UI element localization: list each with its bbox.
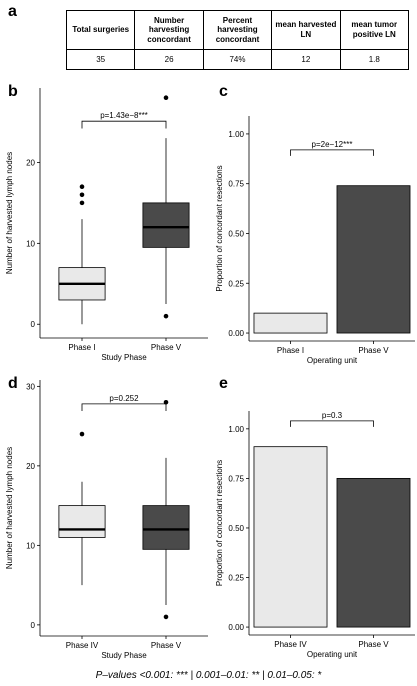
panel-letter-b: b: [8, 83, 18, 100]
y-tick-label: 0.75: [228, 180, 244, 189]
pvalue-annotation: p=0.3: [322, 411, 343, 420]
pvalue-annotation: p=1.43e−8***: [100, 111, 148, 120]
x-tick-label: Phase I: [277, 346, 304, 355]
y-tick-label: 20: [26, 158, 35, 167]
outlier-point: [163, 614, 169, 620]
outlier-point: [163, 95, 169, 101]
box-iqr: [58, 505, 106, 538]
y-tick-label: 10: [26, 541, 35, 550]
outlier-point: [79, 431, 85, 437]
x-tick-label: Phase V: [151, 641, 182, 650]
summary-value-cell: 1.8: [339, 49, 410, 70]
pvalue-legend: P–values <0.001: *** | 0.001–0.01: ** | …: [95, 670, 322, 681]
x-axis-title: Study Phase: [101, 353, 147, 362]
y-axis-title: Proportion of concordant resections: [215, 165, 224, 291]
y-tick-label: 30: [26, 382, 35, 391]
x-tick-label: Phase V: [358, 346, 389, 355]
bar: [336, 477, 411, 628]
y-axis-title: Number of harvested lymph nodes: [5, 447, 14, 569]
x-tick-label: Phase I: [68, 343, 95, 352]
y-tick-label: 0.00: [228, 329, 244, 338]
y-tick-label: 0.75: [228, 474, 244, 483]
outlier-point: [163, 399, 169, 405]
y-tick-label: 0.50: [228, 524, 244, 533]
pvalue-annotation: p=0.252: [109, 394, 139, 403]
bar: [253, 446, 328, 628]
x-axis-title: Operating unit: [307, 356, 358, 365]
boxplot-b: 0 10 20 Phase I Phase V Study Phase Number of …: [5, 88, 208, 362]
bar: [336, 185, 411, 334]
y-tick-label: 0: [31, 320, 36, 329]
y-tick-label: 10: [26, 239, 35, 248]
panel-letter-c: c: [219, 83, 228, 100]
summary-header-cell: Number harvesting concordant: [134, 10, 204, 50]
y-tick-label: 0.50: [228, 229, 244, 238]
summary-table: Total surgeries Number harvesting concor…: [65, 10, 410, 70]
panel-letter-d: d: [8, 375, 18, 392]
y-tick-label: 0: [31, 621, 36, 630]
summary-value-row: 35 26 74% 12 1.8: [65, 49, 410, 70]
summary-value-cell: 26: [134, 49, 204, 70]
panel-letter-e: e: [219, 375, 228, 392]
x-axis-title: Operating unit: [307, 650, 358, 659]
barchart-e: 0.00 0.25 0.50 0.75 1.00 Phase IV Phase VOpera…: [215, 411, 415, 659]
y-tick-label: 1.00: [228, 425, 244, 434]
y-tick-label: 0.00: [228, 623, 244, 632]
bar: [253, 312, 328, 334]
outlier-point: [79, 192, 85, 198]
y-axis-title: Number of harvested lymph nodes: [5, 152, 14, 274]
summary-value-cell: 74%: [202, 49, 273, 70]
x-tick-label: Phase IV: [66, 641, 99, 650]
box-iqr: [142, 505, 190, 550]
y-tick-label: 1.00: [228, 130, 244, 139]
x-axis-title: Study Phase: [101, 651, 147, 660]
x-tick-label: Phase IV: [274, 640, 307, 649]
x-tick-label: Phase V: [358, 640, 389, 649]
summary-header-row: Total surgeries Number harvesting concor…: [65, 10, 410, 50]
y-tick-label: 0.25: [228, 574, 244, 583]
pvalue-annotation: p=2e−12***: [312, 140, 353, 149]
summary-value-cell: 35: [65, 49, 136, 70]
outlier-point: [163, 313, 169, 319]
summary-header-cell: Total surgeries: [65, 10, 136, 50]
summary-header-cell: mean harvested LN: [271, 10, 341, 50]
barchart-c: 0.00 0.25 0.50 0.75 1.00 Phase I Phase VOperat…: [215, 116, 415, 365]
significance-bracket: [290, 149, 374, 156]
outlier-point: [79, 200, 85, 206]
significance-bracket: [81, 120, 167, 129]
panel-letter-a: a: [8, 3, 17, 20]
summary-value-cell: 12: [271, 49, 341, 70]
x-tick-label: Phase V: [151, 343, 182, 352]
significance-bracket: [81, 403, 167, 412]
summary-header-cell: mean tumor positive LN: [339, 10, 410, 50]
y-tick-label: 20: [26, 462, 35, 471]
outlier-point: [79, 184, 85, 190]
y-tick-label: 0.25: [228, 279, 244, 288]
boxplot-d: 0 10 20 30 Phase IV Phase V Study Phase Number …: [5, 380, 208, 660]
y-axis-title: Proportion of concordant resections: [215, 460, 224, 586]
summary-header-cell: Percent harvesting concordant: [202, 10, 273, 50]
box-iqr: [142, 202, 190, 248]
significance-bracket: [290, 420, 374, 427]
